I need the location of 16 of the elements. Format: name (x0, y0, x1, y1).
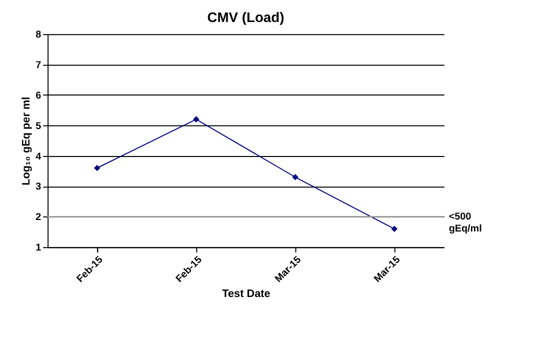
point (193, 116, 200, 122)
point (391, 226, 398, 232)
ref-line-label: <500 gEq/ml (448, 212, 482, 235)
y-tick-label: 4 (36, 151, 42, 162)
y-tick-label: 2 (36, 212, 42, 224)
chart-title: CMV (Load) (207, 9, 284, 26)
y-tick-label: 5 (36, 120, 42, 132)
x-axis-title: Test Date (222, 288, 270, 300)
y-tick-label: 8 (36, 30, 42, 41)
y-tick-label: 3 (36, 182, 42, 193)
y-tick-label: 1 (36, 242, 42, 254)
y-axis-title: Log₁₀ gEq per ml (20, 96, 33, 186)
point (94, 164, 100, 172)
y-tick-label: 6 (36, 90, 42, 102)
y-tick-label: 7 (36, 60, 42, 71)
point (292, 174, 298, 180)
